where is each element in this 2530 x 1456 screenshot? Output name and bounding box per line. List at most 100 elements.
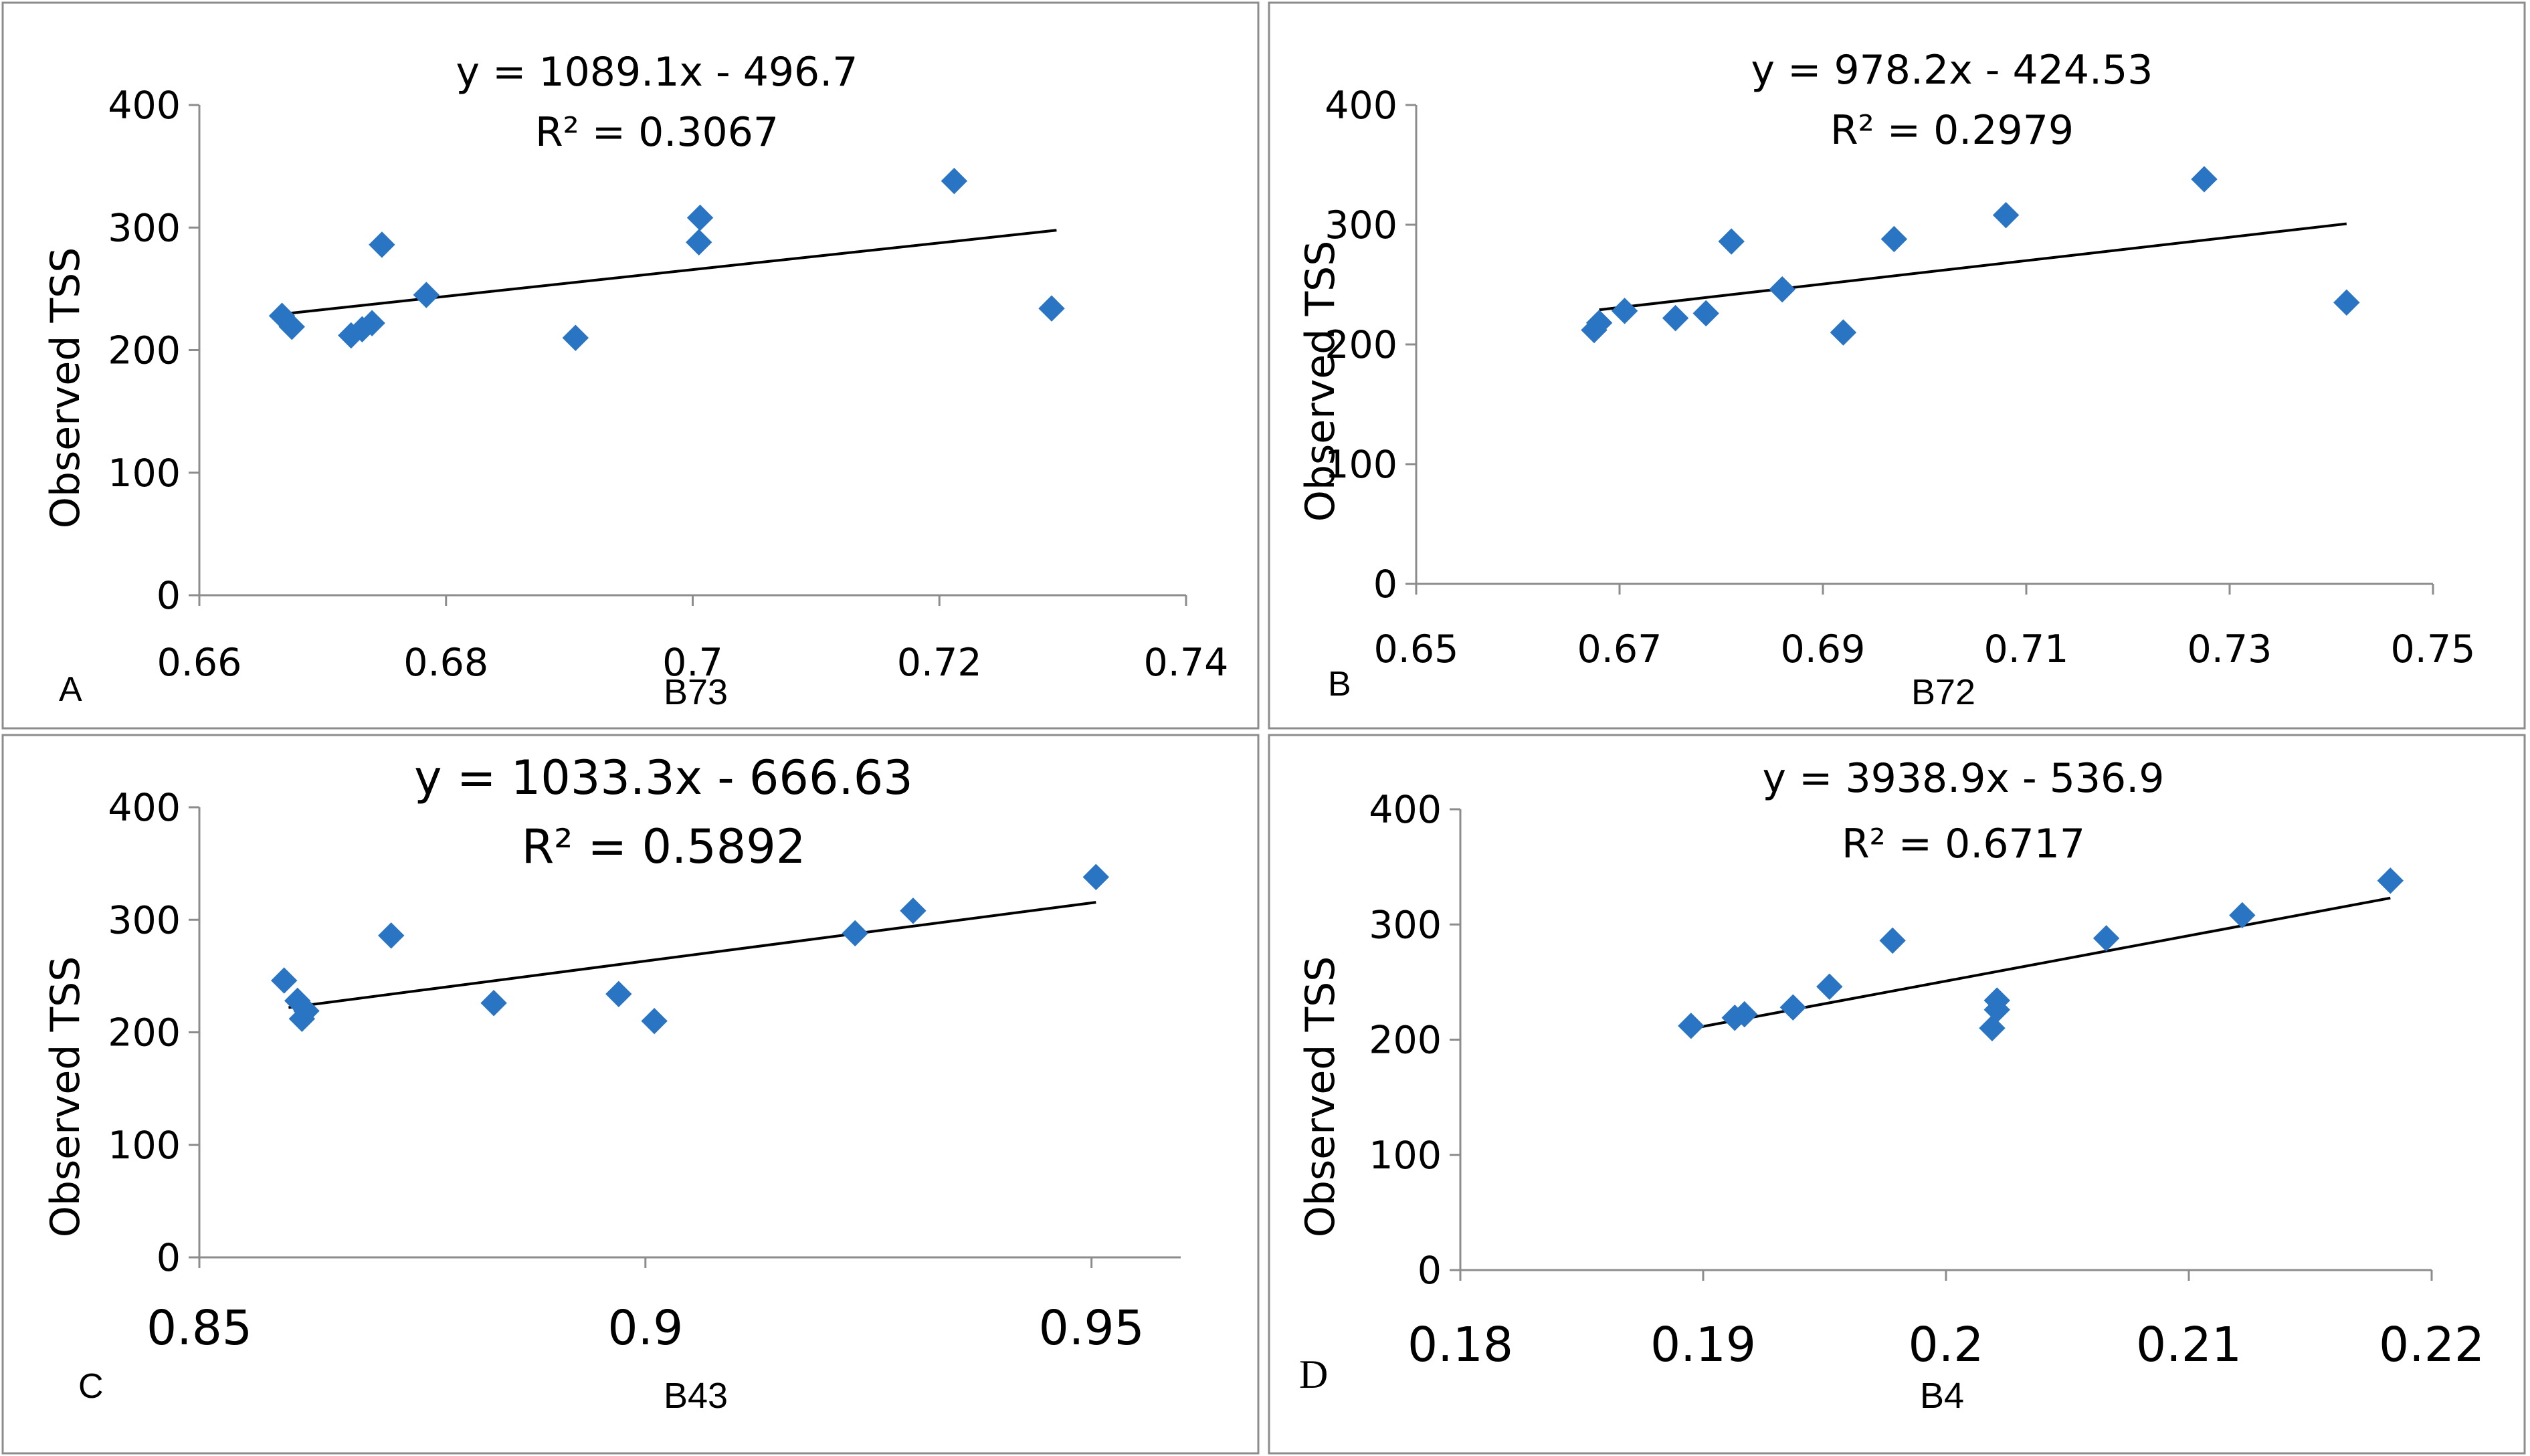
panel-frame (1268, 1, 2526, 730)
axes: 0 100 200 300 400 0.65 0.67 0.69 0.71 0.73 0.75 (1325, 84, 2475, 671)
data-point (842, 920, 868, 947)
y-axis-label: Observed TSS (42, 956, 89, 1238)
r-squared-label: R² = 0.3067 (535, 109, 779, 156)
y-tick-label: 0 (157, 1236, 181, 1280)
y-tick-label: 0 (157, 574, 181, 618)
x-tick-label: 0.18 (1407, 1317, 1513, 1372)
data-point (1779, 994, 1807, 1021)
panel-letter: D (1299, 1352, 1328, 1396)
data-point (900, 898, 927, 924)
x-axis-label: B73 (664, 672, 728, 712)
y-tick-label: 100 (1369, 1134, 1442, 1178)
data-point (1830, 319, 1857, 346)
x-axis-label: B43 (664, 1376, 728, 1416)
data-point (1611, 298, 1638, 324)
y-tick-label: 200 (108, 329, 181, 373)
y-tick-label: 300 (1325, 203, 1397, 247)
axes: 0 100 200 300 400 0.85 0.9 0.95 (108, 786, 1181, 1356)
r-squared-label: R² = 0.6717 (1842, 821, 2085, 867)
data-point (641, 1007, 668, 1035)
panel-letter: A (59, 670, 82, 709)
y-tick-label: 400 (108, 84, 181, 128)
panel-a: y = 1089.1x - 496.7 R² = 0.3067 Observed… (1, 1, 1260, 730)
data-point (2191, 166, 2218, 193)
x-tick-label: 0.67 (1577, 627, 1662, 671)
data-point (2093, 925, 2120, 952)
x-tick-label: 0.22 (2379, 1317, 2485, 1372)
panel-frame (1268, 734, 2526, 1455)
data-point (270, 967, 298, 994)
y-tick-label: 200 (108, 1011, 181, 1055)
trendline (288, 901, 1096, 1009)
trendline (1690, 896, 2391, 1031)
y-tick-label: 200 (1325, 323, 1397, 367)
x-axis-label: B4 (1920, 1376, 1964, 1416)
data-point (1585, 310, 1613, 336)
y-axis-label: Observed TSS (1297, 956, 1344, 1238)
x-tick-label: 0.19 (1650, 1317, 1756, 1372)
panel-c: y = 1033.3x - 666.63 R² = 0.5892 Observe… (1, 734, 1260, 1455)
data-point (1816, 973, 1843, 1000)
data-point (1082, 863, 1110, 891)
data-point (686, 229, 712, 255)
y-tick-label: 400 (1369, 788, 1442, 832)
x-tick-label: 0.73 (2187, 627, 2272, 671)
x-tick-label: 0.72 (897, 641, 982, 685)
r-squared-label: R² = 0.5892 (522, 819, 806, 874)
x-tick-label: 0.68 (403, 641, 488, 685)
panel-frame (1, 1, 1260, 730)
r-squared-label: R² = 0.2979 (1830, 107, 2074, 154)
x-axis-label: B72 (1911, 672, 1975, 712)
data-point (562, 324, 589, 351)
data-point (378, 922, 405, 949)
trendline-equation: y = 3938.9x - 536.9 (1763, 755, 2165, 802)
trendline-equation: y = 1089.1x - 496.7 (456, 49, 858, 96)
data-point (293, 997, 320, 1025)
data-point (2377, 867, 2404, 894)
y-tick-label: 100 (108, 1124, 181, 1168)
data-point (369, 231, 395, 258)
x-tick-label: 0.69 (1781, 627, 1866, 671)
x-tick-label: 0.85 (147, 1300, 252, 1356)
y-tick-label: 400 (1325, 84, 1397, 128)
data-point (605, 980, 632, 1008)
y-tick-label: 0 (1418, 1249, 1442, 1293)
data-point (941, 167, 968, 195)
y-axis-label: Observed TSS (42, 247, 89, 529)
trendline (1599, 222, 2347, 312)
y-tick-label: 300 (1369, 903, 1442, 947)
data-point (413, 282, 440, 308)
y-tick-label: 0 (1373, 562, 1397, 607)
axes: 0 100 200 300 400 0.18 0.19 0.2 0.21 0.22 (1369, 788, 2485, 1372)
data-point (1038, 295, 1065, 322)
data-point (1662, 304, 1689, 332)
y-tick-label: 200 (1369, 1019, 1442, 1063)
x-tick-label: 0.75 (2391, 627, 2476, 671)
data-point (2333, 289, 2360, 316)
data-point (359, 310, 385, 336)
data-point (2229, 902, 2256, 929)
trendline-equation: y = 978.2x - 424.53 (1751, 47, 2153, 94)
x-tick-label: 0.7 (662, 641, 723, 685)
x-tick-label: 0.74 (1144, 641, 1229, 685)
data-point (1879, 927, 1906, 954)
x-tick-label: 0.71 (1984, 627, 2069, 671)
trendline (282, 229, 1057, 316)
data-point (1769, 276, 1795, 303)
x-tick-label: 0.66 (157, 641, 242, 685)
panel-frame (1, 734, 1260, 1455)
panel-b: y = 978.2x - 424.53 R² = 0.2979 Observed… (1268, 1, 2526, 730)
data-point (1979, 1015, 2006, 1041)
x-tick-label: 0.21 (2136, 1317, 2242, 1372)
data-point (1692, 300, 1719, 327)
x-tick-label: 0.65 (1374, 627, 1459, 671)
data-point (1678, 1013, 1705, 1039)
x-tick-label: 0.2 (1909, 1317, 1984, 1372)
trendline-equation: y = 1033.3x - 666.63 (414, 750, 913, 805)
panel-letter: C (78, 1367, 104, 1406)
axes: 0 100 200 300 400 0.66 0.68 0.7 0.72 0.74 (108, 84, 1228, 685)
y-tick-label: 100 (108, 451, 181, 496)
data-point (278, 313, 305, 340)
x-tick-label: 0.95 (1039, 1300, 1145, 1356)
